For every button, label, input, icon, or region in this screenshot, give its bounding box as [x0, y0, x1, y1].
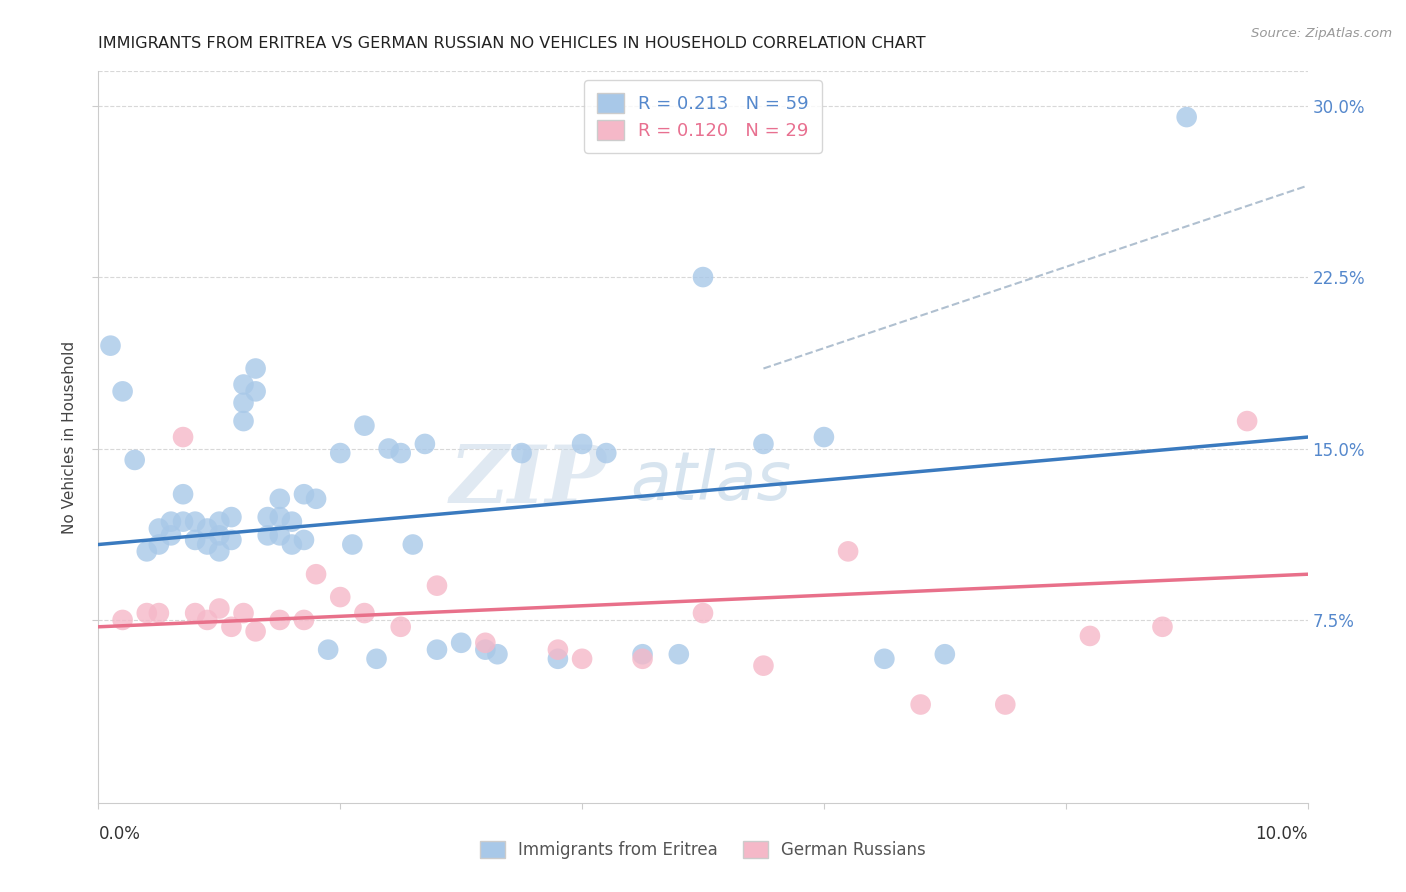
Point: [752, 658, 775, 673]
Point: [100, 338, 122, 352]
Point: [292, 613, 315, 627]
Point: [571, 652, 593, 666]
Point: [402, 537, 425, 551]
Point: [245, 384, 267, 399]
Point: [631, 647, 654, 661]
Point: [208, 544, 231, 558]
Point: [269, 491, 291, 506]
Point: [837, 544, 859, 558]
Point: [172, 487, 194, 501]
Point: [752, 437, 775, 451]
Point: [172, 515, 194, 529]
Point: [269, 528, 291, 542]
Point: [994, 698, 1017, 712]
Point: [474, 636, 496, 650]
Point: [873, 652, 896, 666]
Text: 10.0%: 10.0%: [1256, 825, 1308, 843]
Point: [245, 624, 267, 639]
Point: [148, 537, 170, 551]
Point: [195, 521, 218, 535]
Point: [232, 396, 254, 410]
Point: [195, 537, 218, 551]
Point: [1236, 414, 1258, 428]
Point: [366, 652, 388, 666]
Point: [426, 579, 449, 593]
Point: [221, 620, 243, 634]
Text: atlas: atlas: [630, 448, 792, 514]
Point: [221, 533, 243, 547]
Point: [1175, 110, 1198, 124]
Point: [486, 647, 509, 661]
Point: [208, 528, 231, 542]
Text: IMMIGRANTS FROM ERITREA VS GERMAN RUSSIAN NO VEHICLES IN HOUSEHOLD CORRELATION C: IMMIGRANTS FROM ERITREA VS GERMAN RUSSIA…: [98, 36, 927, 51]
Point: [426, 642, 449, 657]
Point: [184, 515, 207, 529]
Point: [135, 606, 157, 620]
Point: [111, 384, 134, 399]
Point: [934, 647, 956, 661]
Point: [668, 647, 690, 661]
Point: [631, 652, 654, 666]
Point: [281, 515, 304, 529]
Point: [353, 418, 375, 433]
Point: [184, 606, 207, 620]
Point: [221, 510, 243, 524]
Point: [692, 270, 714, 285]
Point: [510, 446, 533, 460]
Point: [389, 446, 412, 460]
Point: [148, 521, 170, 535]
Point: [232, 606, 254, 620]
Point: [474, 642, 496, 657]
Point: [329, 446, 352, 460]
Point: [292, 533, 315, 547]
Point: [184, 533, 207, 547]
Point: [160, 515, 183, 529]
Legend: Immigrants from Eritrea, German Russians: Immigrants from Eritrea, German Russians: [471, 833, 935, 868]
Point: [1078, 629, 1101, 643]
Point: [316, 642, 339, 657]
Point: [413, 437, 436, 451]
Point: [305, 567, 328, 582]
Point: [813, 430, 835, 444]
Point: [353, 606, 375, 620]
Point: [208, 601, 231, 615]
Point: [377, 442, 399, 456]
Point: [269, 510, 291, 524]
Point: [232, 414, 254, 428]
Point: [342, 537, 364, 551]
Point: [256, 528, 278, 542]
Point: [172, 430, 194, 444]
Point: [124, 453, 146, 467]
Point: [305, 491, 328, 506]
Point: [232, 377, 254, 392]
Point: [160, 528, 183, 542]
Point: [547, 642, 569, 657]
Point: [329, 590, 352, 604]
Point: [547, 652, 569, 666]
Point: [245, 361, 267, 376]
Point: [111, 613, 134, 627]
Point: [256, 510, 278, 524]
Point: [292, 487, 315, 501]
Point: [910, 698, 932, 712]
Point: [692, 606, 714, 620]
Text: Source: ZipAtlas.com: Source: ZipAtlas.com: [1251, 27, 1392, 40]
Text: ZIP: ZIP: [450, 442, 606, 520]
Point: [595, 446, 617, 460]
Point: [281, 537, 304, 551]
Point: [148, 606, 170, 620]
Point: [389, 620, 412, 634]
Point: [208, 515, 231, 529]
Point: [450, 636, 472, 650]
Point: [135, 544, 157, 558]
Point: [1152, 620, 1174, 634]
Text: 0.0%: 0.0%: [98, 825, 141, 843]
Point: [269, 613, 291, 627]
Point: [571, 437, 593, 451]
Point: [195, 613, 218, 627]
Y-axis label: No Vehicles in Household: No Vehicles in Household: [62, 341, 77, 533]
